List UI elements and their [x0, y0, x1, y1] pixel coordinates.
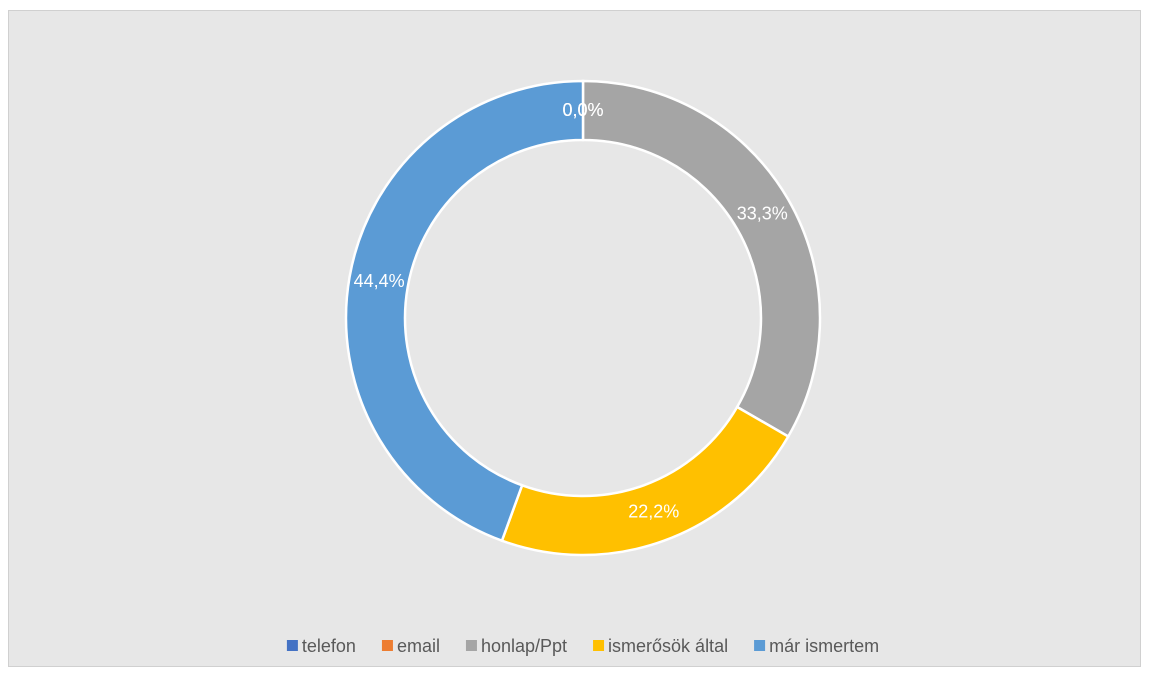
legend-label: telefon — [302, 636, 356, 656]
data-label: 0,0% — [562, 100, 603, 120]
legend-label: ismerősök által — [608, 636, 728, 656]
data-label: 33,3% — [737, 203, 788, 223]
legend-swatch — [465, 640, 477, 651]
legend-label: honlap/Ppt — [481, 636, 567, 656]
legend-swatch — [754, 640, 766, 651]
donut-slice — [344, 79, 585, 543]
legend-label: email — [397, 636, 440, 656]
legend-label: már ismertem — [769, 636, 879, 656]
legend-swatch — [286, 640, 298, 651]
donut-slice — [581, 79, 822, 439]
data-label: 0,0% — [562, 100, 603, 120]
data-label: 22,2% — [628, 501, 679, 521]
legend-swatch — [381, 640, 393, 651]
data-label: 44,4% — [354, 271, 405, 291]
legend-swatch — [593, 640, 605, 651]
